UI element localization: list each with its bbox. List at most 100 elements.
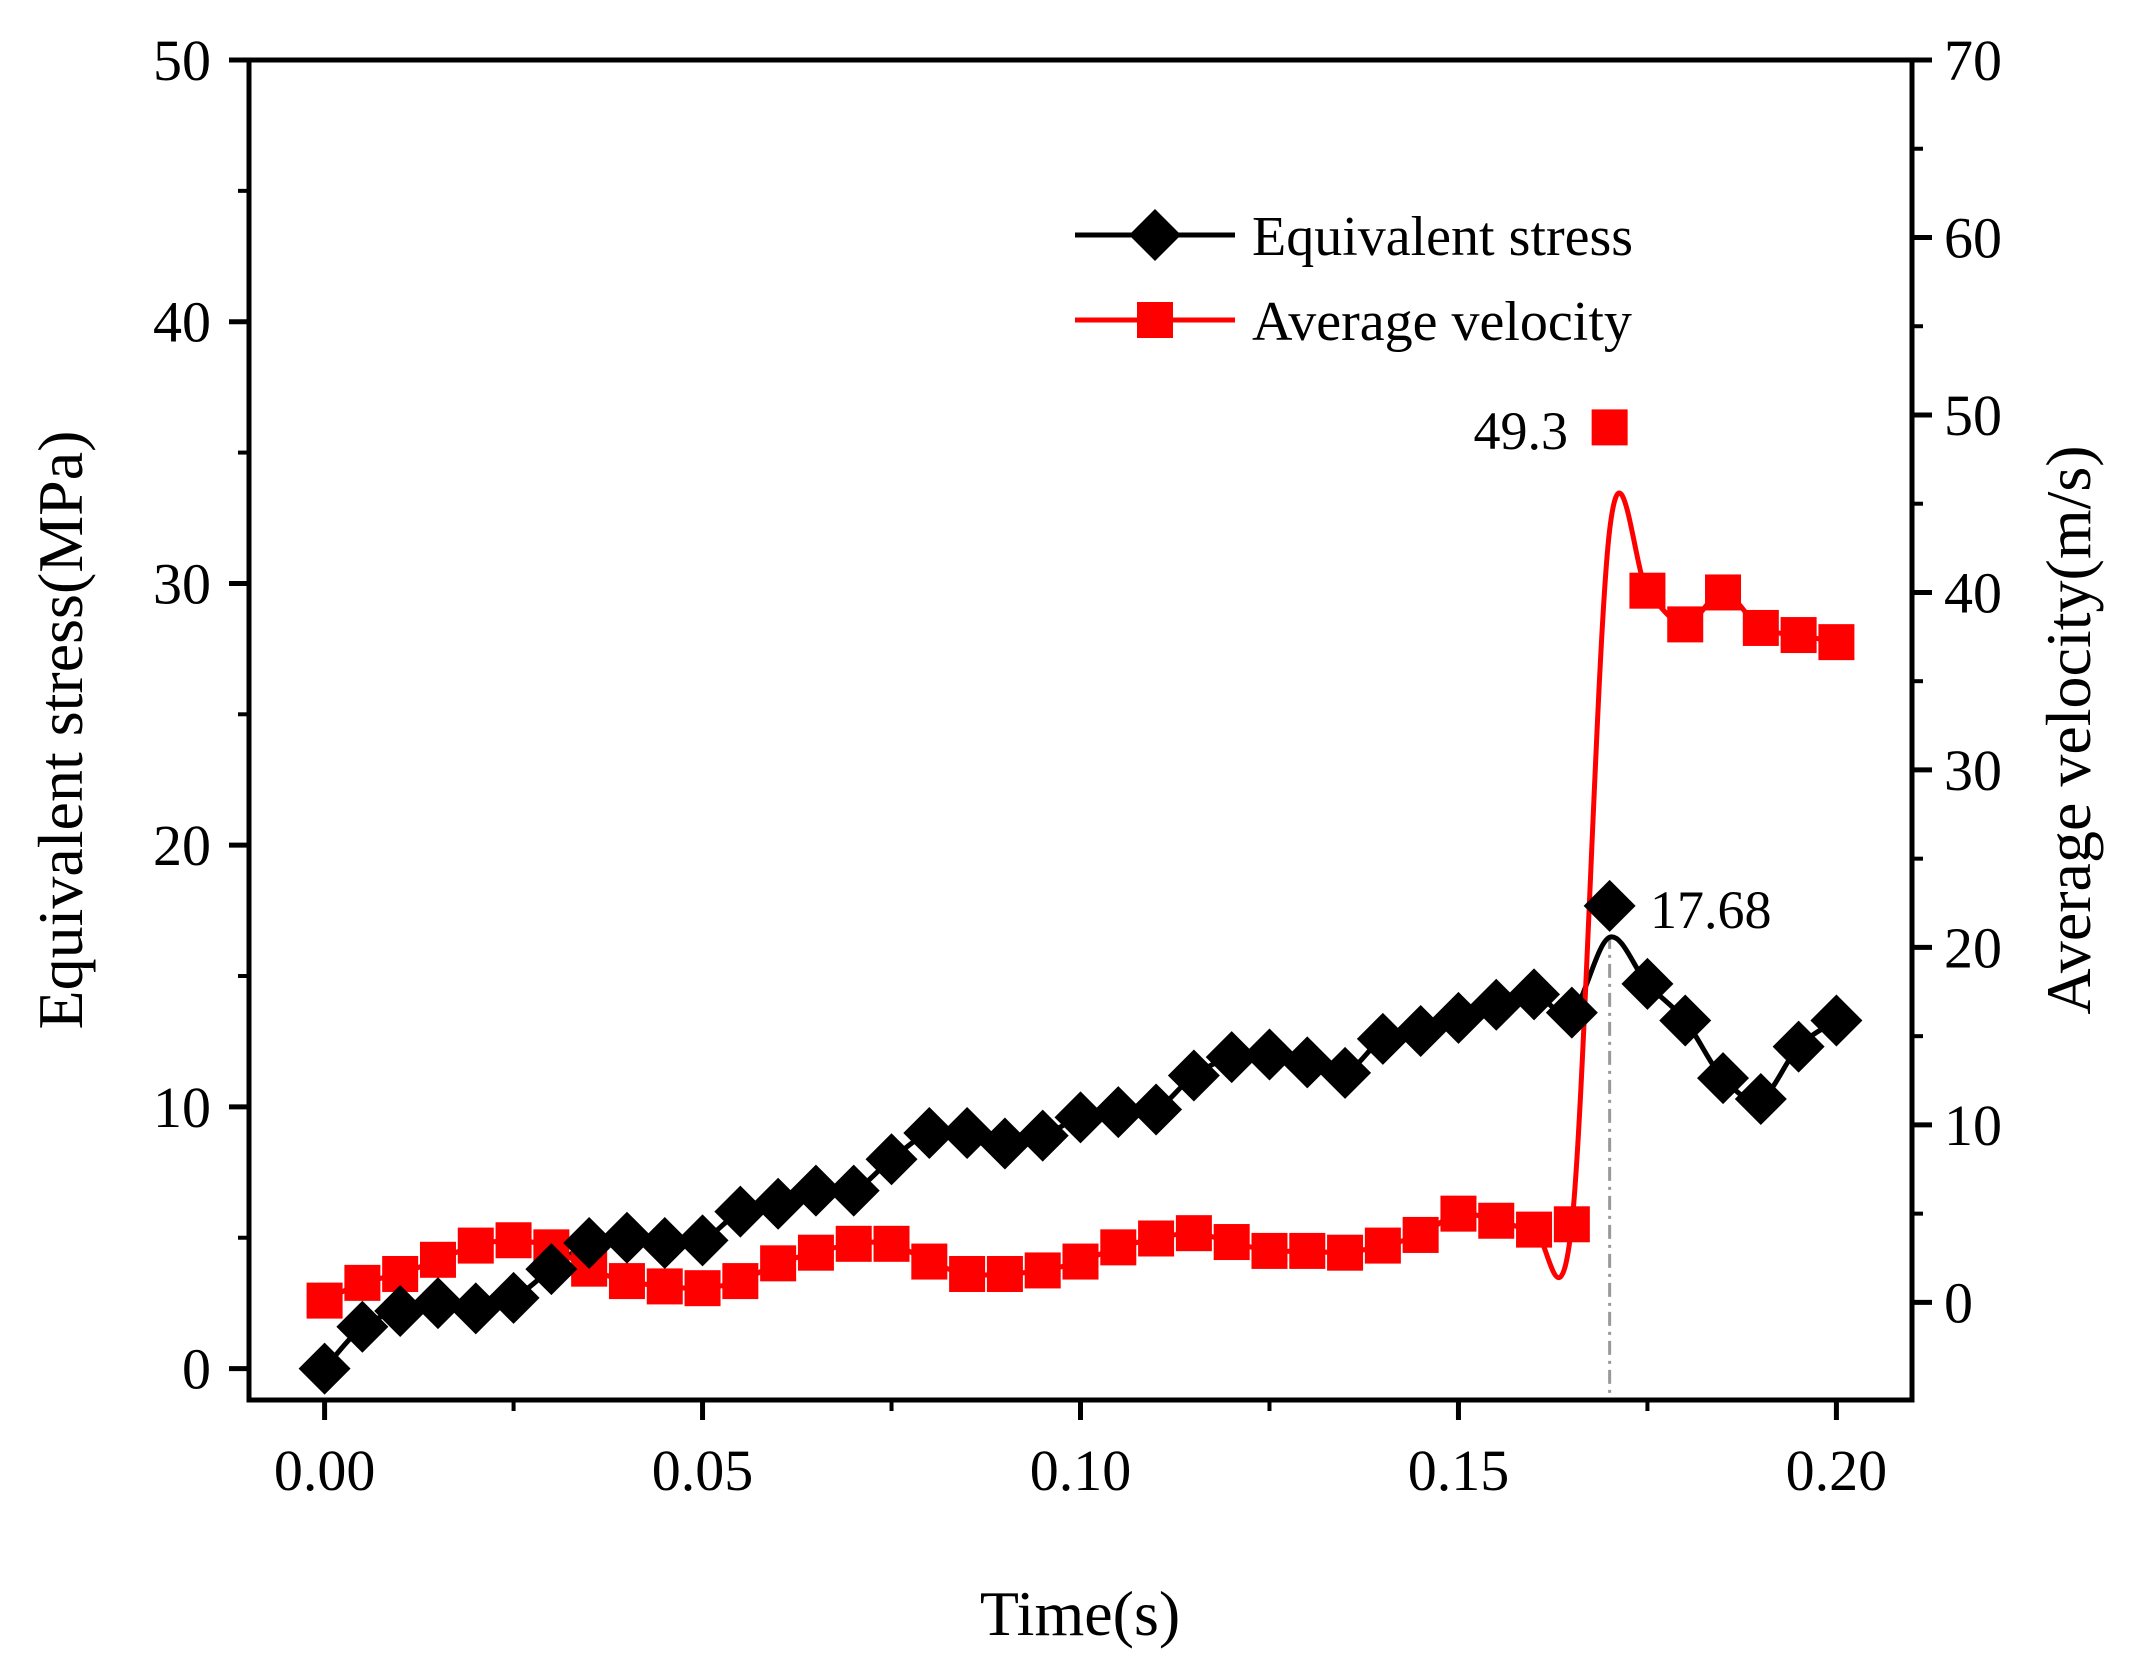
velocity-point — [986, 1255, 1023, 1292]
legend: Equivalent stress Average velocity — [1075, 206, 1633, 353]
stress-point — [1243, 1028, 1296, 1081]
stress-point — [1508, 968, 1561, 1021]
legend-marker-stress — [1129, 209, 1181, 261]
velocity-point — [646, 1268, 683, 1305]
x-tick-label: 0.10 — [1030, 1438, 1132, 1503]
stress-point — [638, 1216, 691, 1269]
stress-point — [1016, 1109, 1069, 1162]
velocity-point — [1516, 1211, 1553, 1248]
stress-point — [865, 1133, 918, 1186]
velocity-point — [1818, 624, 1855, 661]
velocity-point — [1553, 1206, 1590, 1243]
stress-point — [1092, 1086, 1145, 1139]
y2-tick-label: 50 — [1944, 383, 2002, 448]
y2-tick-label: 20 — [1944, 915, 2002, 980]
stress-point — [1167, 1049, 1220, 1102]
velocity-point — [1175, 1215, 1212, 1252]
velocity-point — [1591, 409, 1628, 446]
velocity-point — [760, 1245, 797, 1282]
velocity-point — [1327, 1234, 1364, 1271]
velocity-point — [344, 1264, 381, 1301]
y2-tick-label: 30 — [1944, 738, 2002, 803]
velocity-point — [1364, 1227, 1401, 1264]
velocity-point — [1251, 1232, 1288, 1269]
y2-tick-label: 60 — [1944, 205, 2002, 270]
stress-point — [600, 1211, 653, 1264]
velocity-point — [1289, 1232, 1326, 1269]
stress-point — [411, 1277, 464, 1330]
velocity-point — [873, 1225, 910, 1262]
y2-tick-label: 40 — [1944, 560, 2002, 625]
stress-point — [1054, 1091, 1107, 1144]
velocity-point — [911, 1243, 948, 1280]
y-tick-label: 0 — [182, 1337, 211, 1402]
velocity-point — [1138, 1220, 1175, 1257]
velocity-point — [306, 1282, 343, 1319]
stress-point — [1356, 1012, 1409, 1065]
stress-point — [1319, 1046, 1372, 1099]
y-axis-title: Equivalent stress(MPa) — [25, 431, 96, 1030]
stress-point — [525, 1243, 578, 1296]
stress-point — [487, 1271, 540, 1324]
series-markers — [298, 409, 1863, 1395]
velocity-point — [1742, 609, 1779, 646]
stress-point — [978, 1117, 1031, 1170]
legend-marker-velocity — [1137, 302, 1173, 338]
stress-point — [298, 1342, 351, 1395]
stress-point — [789, 1164, 842, 1217]
x-tick-label: 0.05 — [652, 1438, 754, 1503]
stress-point — [1583, 879, 1636, 932]
y2-tick-label: 70 — [1944, 28, 2002, 93]
velocity-point — [835, 1225, 872, 1262]
stress-point — [1205, 1031, 1258, 1084]
stress-point — [336, 1300, 389, 1353]
velocity-point — [722, 1263, 759, 1300]
stress-point — [1470, 978, 1523, 1031]
velocity-point — [1024, 1252, 1061, 1289]
stress-point — [1697, 1052, 1750, 1105]
y-tick-label: 50 — [153, 28, 211, 93]
velocity-point — [1402, 1216, 1439, 1253]
x-tick-label: 0.15 — [1408, 1438, 1510, 1503]
velocity-point — [1705, 574, 1742, 611]
stress-point — [1545, 986, 1598, 1039]
stress-point — [563, 1216, 616, 1269]
velocity-point — [1780, 617, 1817, 654]
stress-point — [827, 1164, 880, 1217]
velocity-point — [1213, 1224, 1250, 1261]
stress-point — [903, 1107, 956, 1160]
stress-point — [1621, 957, 1674, 1010]
stress-point — [1810, 994, 1863, 1047]
velocity-point — [1062, 1243, 1099, 1280]
y-tick-label: 40 — [153, 290, 211, 355]
x-tick-label: 0.20 — [1786, 1438, 1888, 1503]
stress-point — [449, 1282, 502, 1335]
velocity-point — [1667, 606, 1704, 643]
stress-point — [1130, 1083, 1183, 1136]
stress-point — [1659, 994, 1712, 1047]
stress-point — [714, 1185, 767, 1238]
stress-point — [1772, 1020, 1825, 1073]
y-tick-label: 20 — [153, 813, 211, 878]
legend-label-velocity: Average velocity — [1252, 291, 1632, 353]
plot-frame — [246, 57, 1915, 1403]
legend-label-stress: Equivalent stress — [1252, 206, 1633, 268]
y2-axis-title: Average velocity(m/s) — [2033, 445, 2104, 1014]
annotation-velocity-peak: 49.3 — [1474, 401, 1569, 461]
velocity-point — [1100, 1229, 1137, 1266]
y-tick-label: 10 — [153, 1075, 211, 1140]
velocity-point — [608, 1263, 645, 1300]
axes: 0.00 0.05 0.10 0.15 0.20 0 10 20 30 40 50 0 10 20 30 40… — [153, 28, 2002, 1503]
velocity-point — [684, 1270, 721, 1307]
velocity-point — [1478, 1202, 1515, 1239]
stress-point — [1281, 1036, 1334, 1089]
y2-tick-label: 0 — [1944, 1270, 1973, 1335]
velocity-point — [495, 1222, 532, 1259]
y2-tick-label: 10 — [1944, 1093, 2002, 1158]
x-tick-label: 0.00 — [274, 1438, 376, 1503]
velocity-point — [457, 1227, 494, 1264]
velocity-point — [1629, 572, 1666, 609]
annotation-stress-peak: 17.68 — [1650, 880, 1772, 940]
velocity-point — [1440, 1195, 1477, 1232]
